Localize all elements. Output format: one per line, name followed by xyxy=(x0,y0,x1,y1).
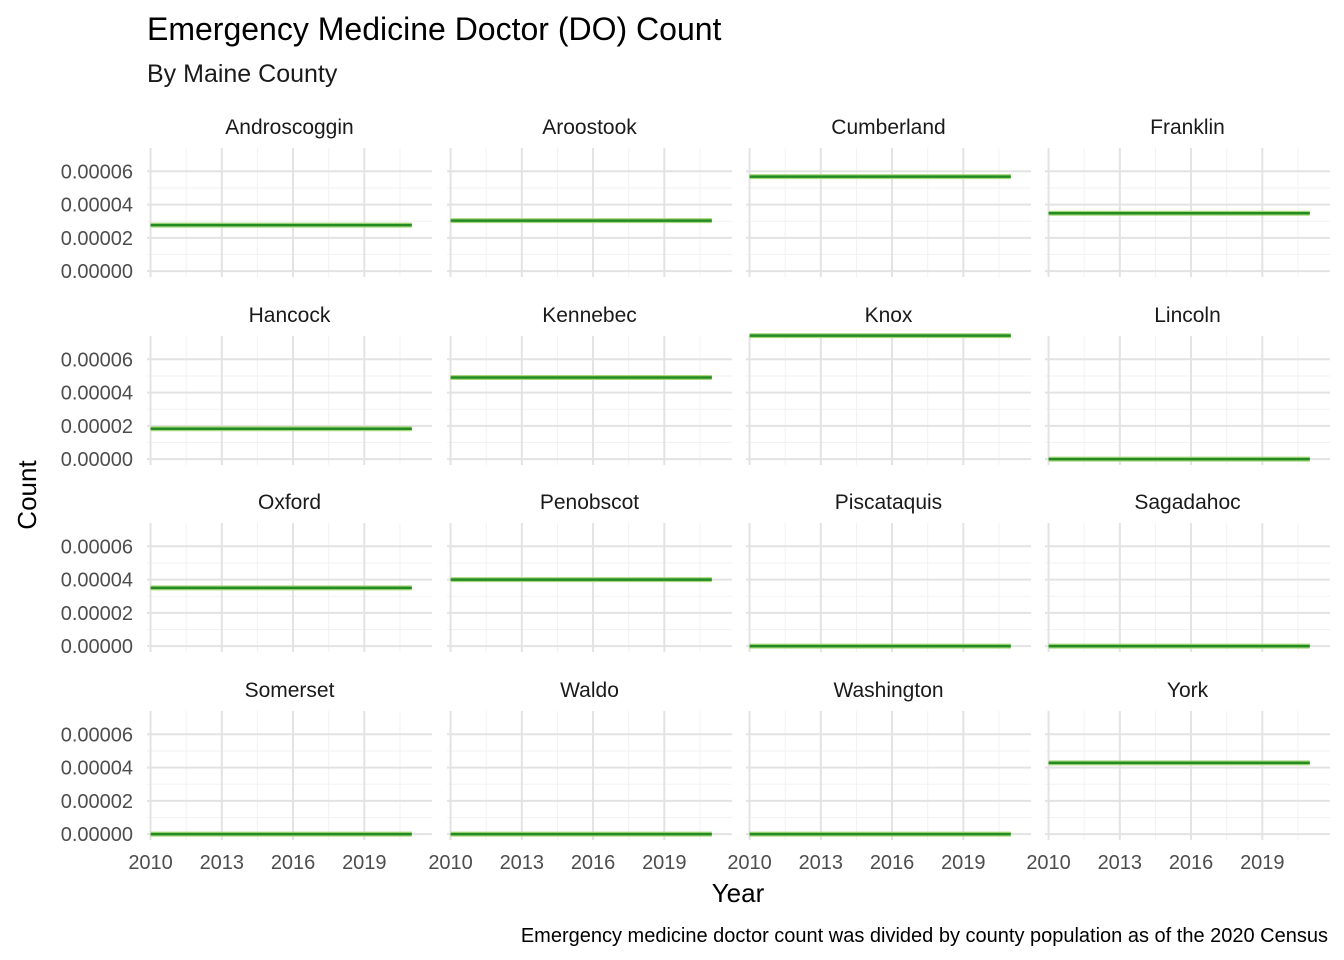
x-axis-tick-labels: 2010 2013 2016 2019 2010 2013 2016 2019 2010 2013… xyxy=(128,852,1284,874)
x-tick-label: 2013 xyxy=(200,852,245,874)
y-tick-label: 0.00004 xyxy=(61,195,133,217)
x-tick-label: 2010 xyxy=(727,852,772,874)
panel-york: York xyxy=(1045,679,1330,840)
y-tick-label: 0.00006 xyxy=(61,161,133,183)
y-axis-title: Count xyxy=(12,460,42,530)
x-tick-label: 2010 xyxy=(1026,852,1071,874)
panel-washington: Washington xyxy=(746,679,1031,840)
facet-label: Franklin xyxy=(1150,116,1225,139)
chart-caption: Emergency medicine doctor count was divi… xyxy=(521,925,1328,947)
panel-lincoln: Lincoln xyxy=(1045,304,1330,465)
facet-label: Lincoln xyxy=(1154,304,1221,327)
facet-label: Penobscot xyxy=(540,491,639,514)
panel-penobscot: Penobscot xyxy=(447,491,732,652)
y-tick-label: 0.00002 xyxy=(61,416,133,438)
panel-franklin: Franklin xyxy=(1045,116,1330,277)
x-tick-label: 2016 xyxy=(1169,852,1214,874)
panel-aroostook: Aroostook xyxy=(447,116,732,277)
panel-oxford: Oxford xyxy=(147,491,432,652)
facet-label: Washington xyxy=(833,679,943,702)
panel-sagadahoc: Sagadahoc xyxy=(1045,491,1330,652)
facet-label: Androscoggin xyxy=(225,116,353,139)
chart-subtitle: By Maine County xyxy=(147,60,338,88)
facet-label: Somerset xyxy=(245,679,335,702)
x-tick-label: 2019 xyxy=(642,852,687,874)
y-tick-label: 0.00002 xyxy=(61,228,133,250)
facet-label: Cumberland xyxy=(831,116,945,139)
panel-waldo: Waldo xyxy=(447,679,732,840)
facet-label: Oxford xyxy=(258,491,321,514)
y-tick-label: 0.00004 xyxy=(61,570,133,592)
x-tick-label: 2013 xyxy=(500,852,545,874)
x-tick-label: 2016 xyxy=(271,852,316,874)
y-tick-label: 0.00000 xyxy=(61,261,133,283)
facet-label: Knox xyxy=(865,304,913,327)
panel-kennebec: Kennebec xyxy=(447,304,732,465)
facet-label: Waldo xyxy=(560,679,619,702)
x-tick-label: 2019 xyxy=(941,852,986,874)
facet-label: York xyxy=(1167,679,1209,702)
panel-knox: Knox xyxy=(746,304,1031,465)
x-tick-label: 2010 xyxy=(428,852,473,874)
x-tick-label: 2010 xyxy=(128,852,173,874)
x-tick-label: 2019 xyxy=(1240,852,1285,874)
y-tick-label: 0.00006 xyxy=(61,536,133,558)
x-tick-label: 2016 xyxy=(571,852,616,874)
x-axis-title: Year xyxy=(712,878,765,908)
y-tick-label: 0.00004 xyxy=(61,758,133,780)
panel-androscoggin: Androscoggin xyxy=(147,116,432,277)
x-tick-label: 2013 xyxy=(799,852,844,874)
facet-label: Piscataquis xyxy=(835,491,942,514)
y-tick-label: 0.00006 xyxy=(61,349,133,371)
y-tick-label: 0.00002 xyxy=(61,603,133,625)
panel-somerset: Somerset xyxy=(147,679,432,840)
panel-hancock: Hancock xyxy=(147,304,432,465)
chart-title: Emergency Medicine Doctor (DO) Count xyxy=(147,11,722,47)
y-tick-label: 0.00006 xyxy=(61,724,133,746)
x-tick-label: 2019 xyxy=(342,852,387,874)
facet-panels: Androscoggin Aroostook Cumberland Franklin H… xyxy=(147,116,1330,840)
facet-label: Aroostook xyxy=(542,116,637,139)
y-tick-label: 0.00000 xyxy=(61,449,133,471)
y-tick-label: 0.00000 xyxy=(61,824,133,846)
y-tick-label: 0.00004 xyxy=(61,383,133,405)
y-axis-tick-labels: 0.00000 0.00002 0.00004 0.00006 0.00000 0.000… xyxy=(61,161,133,846)
facet-label: Hancock xyxy=(249,304,331,327)
x-tick-label: 2013 xyxy=(1098,852,1143,874)
panel-piscataquis: Piscataquis xyxy=(746,491,1031,652)
y-tick-label: 0.00002 xyxy=(61,791,133,813)
y-tick-label: 0.00000 xyxy=(61,636,133,658)
x-tick-label: 2016 xyxy=(870,852,915,874)
facet-label: Sagadahoc xyxy=(1134,491,1240,514)
panel-cumberland: Cumberland xyxy=(746,116,1031,277)
facet-label: Kennebec xyxy=(542,304,637,327)
